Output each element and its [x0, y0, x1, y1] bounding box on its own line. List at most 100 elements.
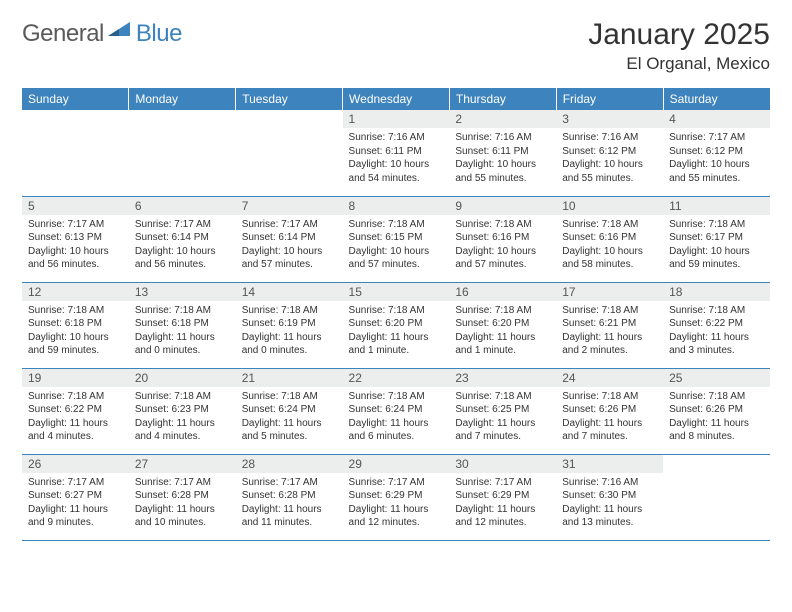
calendar-day-cell: 22Sunrise: 7:18 AMSunset: 6:24 PMDayligh…: [343, 368, 450, 454]
calendar-day-cell: 8Sunrise: 7:18 AMSunset: 6:15 PMDaylight…: [343, 196, 450, 282]
calendar-day-cell: 26Sunrise: 7:17 AMSunset: 6:27 PMDayligh…: [22, 454, 129, 540]
calendar-day-cell: 10Sunrise: 7:18 AMSunset: 6:16 PMDayligh…: [556, 196, 663, 282]
day-number: 8: [343, 197, 450, 215]
calendar-day-cell: 30Sunrise: 7:17 AMSunset: 6:29 PMDayligh…: [449, 454, 556, 540]
day-info: Sunrise: 7:18 AMSunset: 6:24 PMDaylight:…: [343, 387, 450, 444]
calendar-day-cell: 11Sunrise: 7:18 AMSunset: 6:17 PMDayligh…: [663, 196, 770, 282]
header: General Blue January 2025 El Organal, Me…: [22, 18, 770, 74]
day-number: 5: [22, 197, 129, 215]
calendar-empty-cell: [663, 454, 770, 540]
calendar-empty-cell: [129, 110, 236, 196]
day-number: 2: [449, 110, 556, 128]
day-info: Sunrise: 7:17 AMSunset: 6:28 PMDaylight:…: [236, 473, 343, 530]
calendar-day-cell: 1Sunrise: 7:16 AMSunset: 6:11 PMDaylight…: [343, 110, 450, 196]
weekday-header: Monday: [129, 88, 236, 110]
month-title: January 2025: [588, 18, 770, 52]
day-number: 25: [663, 369, 770, 387]
day-number: 17: [556, 283, 663, 301]
day-info: Sunrise: 7:18 AMSunset: 6:22 PMDaylight:…: [22, 387, 129, 444]
day-number: 22: [343, 369, 450, 387]
day-number: 14: [236, 283, 343, 301]
day-number: 13: [129, 283, 236, 301]
day-info: Sunrise: 7:18 AMSunset: 6:20 PMDaylight:…: [449, 301, 556, 358]
calendar-day-cell: 12Sunrise: 7:18 AMSunset: 6:18 PMDayligh…: [22, 282, 129, 368]
day-number: 28: [236, 455, 343, 473]
calendar-day-cell: 5Sunrise: 7:17 AMSunset: 6:13 PMDaylight…: [22, 196, 129, 282]
day-number: 6: [129, 197, 236, 215]
day-info: Sunrise: 7:18 AMSunset: 6:17 PMDaylight:…: [663, 215, 770, 272]
calendar-day-cell: 13Sunrise: 7:18 AMSunset: 6:18 PMDayligh…: [129, 282, 236, 368]
calendar-table: SundayMondayTuesdayWednesdayThursdayFrid…: [22, 88, 770, 541]
day-number: 24: [556, 369, 663, 387]
calendar-body: 1Sunrise: 7:16 AMSunset: 6:11 PMDaylight…: [22, 110, 770, 540]
calendar-day-cell: 19Sunrise: 7:18 AMSunset: 6:22 PMDayligh…: [22, 368, 129, 454]
day-number: 10: [556, 197, 663, 215]
weekday-header: Sunday: [22, 88, 129, 110]
calendar-day-cell: 6Sunrise: 7:17 AMSunset: 6:14 PMDaylight…: [129, 196, 236, 282]
calendar-day-cell: 4Sunrise: 7:17 AMSunset: 6:12 PMDaylight…: [663, 110, 770, 196]
day-info: Sunrise: 7:17 AMSunset: 6:13 PMDaylight:…: [22, 215, 129, 272]
calendar-day-cell: 15Sunrise: 7:18 AMSunset: 6:20 PMDayligh…: [343, 282, 450, 368]
day-number: 29: [343, 455, 450, 473]
calendar-week-row: 26Sunrise: 7:17 AMSunset: 6:27 PMDayligh…: [22, 454, 770, 540]
day-number: 12: [22, 283, 129, 301]
day-info: Sunrise: 7:18 AMSunset: 6:24 PMDaylight:…: [236, 387, 343, 444]
calendar-day-cell: 24Sunrise: 7:18 AMSunset: 6:26 PMDayligh…: [556, 368, 663, 454]
weekday-header: Saturday: [663, 88, 770, 110]
calendar-day-cell: 2Sunrise: 7:16 AMSunset: 6:11 PMDaylight…: [449, 110, 556, 196]
day-number: 20: [129, 369, 236, 387]
day-number: 1: [343, 110, 450, 128]
day-info: Sunrise: 7:17 AMSunset: 6:12 PMDaylight:…: [663, 128, 770, 185]
calendar-day-cell: 18Sunrise: 7:18 AMSunset: 6:22 PMDayligh…: [663, 282, 770, 368]
day-info: Sunrise: 7:18 AMSunset: 6:18 PMDaylight:…: [129, 301, 236, 358]
day-info: Sunrise: 7:18 AMSunset: 6:16 PMDaylight:…: [449, 215, 556, 272]
location: El Organal, Mexico: [588, 54, 770, 74]
day-number: 30: [449, 455, 556, 473]
day-info: Sunrise: 7:18 AMSunset: 6:20 PMDaylight:…: [343, 301, 450, 358]
calendar-week-row: 12Sunrise: 7:18 AMSunset: 6:18 PMDayligh…: [22, 282, 770, 368]
calendar-day-cell: 31Sunrise: 7:16 AMSunset: 6:30 PMDayligh…: [556, 454, 663, 540]
day-info: Sunrise: 7:17 AMSunset: 6:27 PMDaylight:…: [22, 473, 129, 530]
calendar-day-cell: 25Sunrise: 7:18 AMSunset: 6:26 PMDayligh…: [663, 368, 770, 454]
day-info: Sunrise: 7:18 AMSunset: 6:15 PMDaylight:…: [343, 215, 450, 272]
day-number: 11: [663, 197, 770, 215]
calendar-day-cell: 3Sunrise: 7:16 AMSunset: 6:12 PMDaylight…: [556, 110, 663, 196]
calendar-week-row: 19Sunrise: 7:18 AMSunset: 6:22 PMDayligh…: [22, 368, 770, 454]
calendar-day-cell: 29Sunrise: 7:17 AMSunset: 6:29 PMDayligh…: [343, 454, 450, 540]
day-number: 27: [129, 455, 236, 473]
calendar-empty-cell: [236, 110, 343, 196]
day-number: 26: [22, 455, 129, 473]
weekday-header: Thursday: [449, 88, 556, 110]
calendar-week-row: 5Sunrise: 7:17 AMSunset: 6:13 PMDaylight…: [22, 196, 770, 282]
calendar-day-cell: 14Sunrise: 7:18 AMSunset: 6:19 PMDayligh…: [236, 282, 343, 368]
day-info: Sunrise: 7:17 AMSunset: 6:29 PMDaylight:…: [449, 473, 556, 530]
title-block: January 2025 El Organal, Mexico: [588, 18, 770, 74]
day-info: Sunrise: 7:16 AMSunset: 6:11 PMDaylight:…: [449, 128, 556, 185]
calendar-week-row: 1Sunrise: 7:16 AMSunset: 6:11 PMDaylight…: [22, 110, 770, 196]
day-number: 4: [663, 110, 770, 128]
day-info: Sunrise: 7:18 AMSunset: 6:16 PMDaylight:…: [556, 215, 663, 272]
day-number: 15: [343, 283, 450, 301]
day-info: Sunrise: 7:18 AMSunset: 6:19 PMDaylight:…: [236, 301, 343, 358]
day-number: 7: [236, 197, 343, 215]
day-number: 18: [663, 283, 770, 301]
day-info: Sunrise: 7:18 AMSunset: 6:18 PMDaylight:…: [22, 301, 129, 358]
calendar-day-cell: 21Sunrise: 7:18 AMSunset: 6:24 PMDayligh…: [236, 368, 343, 454]
day-info: Sunrise: 7:18 AMSunset: 6:26 PMDaylight:…: [663, 387, 770, 444]
day-info: Sunrise: 7:17 AMSunset: 6:14 PMDaylight:…: [129, 215, 236, 272]
calendar-day-cell: 20Sunrise: 7:18 AMSunset: 6:23 PMDayligh…: [129, 368, 236, 454]
calendar-day-cell: 17Sunrise: 7:18 AMSunset: 6:21 PMDayligh…: [556, 282, 663, 368]
logo-triangle-icon: [108, 20, 134, 45]
day-number: 9: [449, 197, 556, 215]
day-info: Sunrise: 7:18 AMSunset: 6:23 PMDaylight:…: [129, 387, 236, 444]
calendar-day-cell: 23Sunrise: 7:18 AMSunset: 6:25 PMDayligh…: [449, 368, 556, 454]
day-info: Sunrise: 7:18 AMSunset: 6:25 PMDaylight:…: [449, 387, 556, 444]
day-number: 31: [556, 455, 663, 473]
day-number: 3: [556, 110, 663, 128]
logo-word1: General: [22, 20, 104, 48]
calendar-empty-cell: [22, 110, 129, 196]
weekday-header: Friday: [556, 88, 663, 110]
logo-word2: Blue: [136, 20, 182, 48]
calendar-day-cell: 27Sunrise: 7:17 AMSunset: 6:28 PMDayligh…: [129, 454, 236, 540]
day-info: Sunrise: 7:17 AMSunset: 6:28 PMDaylight:…: [129, 473, 236, 530]
